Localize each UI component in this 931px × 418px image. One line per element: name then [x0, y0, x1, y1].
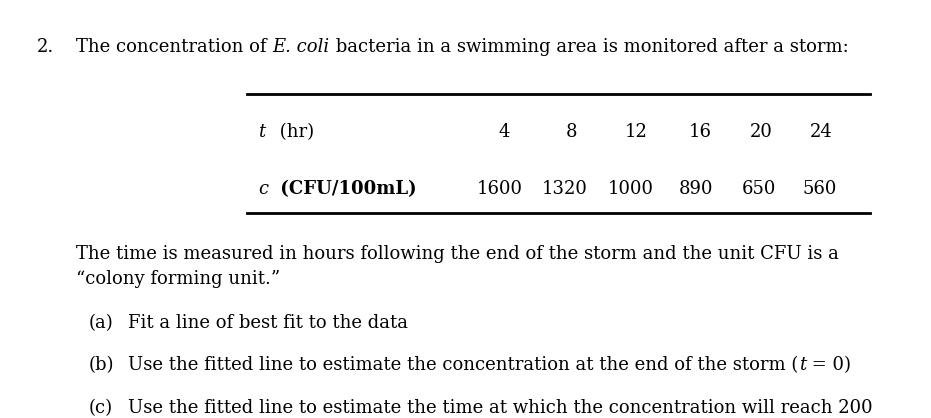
Text: 2.: 2. — [37, 38, 55, 56]
Text: bacteria in a swimming area is monitored after a storm:: bacteria in a swimming area is monitored… — [330, 38, 848, 56]
Text: 12: 12 — [625, 122, 647, 141]
Text: The time is measured in hours following the end of the storm and the unit CFU is: The time is measured in hours following … — [76, 245, 839, 288]
Text: (b): (b) — [88, 356, 114, 374]
Text: 560: 560 — [803, 180, 836, 198]
Text: 16: 16 — [689, 122, 711, 141]
Text: t: t — [258, 122, 265, 141]
Text: (CFU/100mL): (CFU/100mL) — [274, 180, 416, 198]
Text: 1600: 1600 — [477, 180, 523, 198]
Text: = 0): = 0) — [806, 356, 851, 374]
Text: (hr): (hr) — [274, 122, 314, 141]
Text: Fit a line of best fit to the data: Fit a line of best fit to the data — [128, 314, 409, 332]
Text: 890: 890 — [679, 180, 714, 198]
Text: 4: 4 — [499, 122, 510, 141]
Text: t: t — [799, 356, 806, 374]
Text: c: c — [258, 180, 268, 198]
Text: 1000: 1000 — [608, 180, 654, 198]
Text: 650: 650 — [742, 180, 776, 198]
Text: Use the fitted line to estimate the time at which the concentration will reach 2: Use the fitted line to estimate the time… — [128, 399, 873, 418]
Text: (c): (c) — [88, 399, 113, 417]
Text: 24: 24 — [810, 122, 832, 141]
Text: 20: 20 — [750, 122, 773, 141]
Text: E. coli: E. coli — [273, 38, 330, 56]
Text: 8: 8 — [566, 122, 577, 141]
Text: The concentration of: The concentration of — [76, 38, 273, 56]
Text: Use the fitted line to estimate the concentration at the end of the storm (: Use the fitted line to estimate the conc… — [128, 356, 799, 374]
Text: (a): (a) — [88, 314, 114, 332]
Text: 1320: 1320 — [542, 180, 588, 198]
